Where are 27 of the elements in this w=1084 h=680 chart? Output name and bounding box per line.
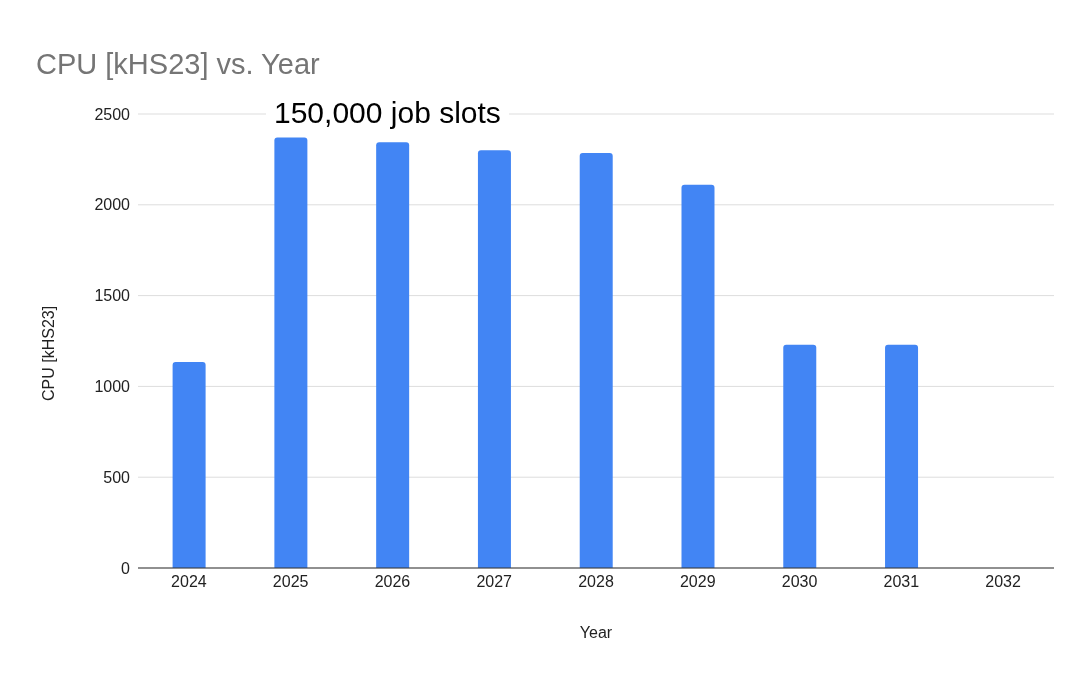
- y-tick-label: 2000: [94, 196, 131, 214]
- x-tick-label: 2028: [578, 573, 614, 591]
- y-tick-label: 1500: [94, 287, 131, 305]
- chart-title: CPU [kHS23] vs. Year: [36, 48, 320, 81]
- x-tick-label: 2029: [679, 573, 716, 591]
- bar: [579, 153, 613, 568]
- bar: [783, 344, 817, 568]
- bar: [274, 137, 308, 568]
- y-tick-label: 1000: [94, 378, 131, 396]
- x-tick-label: 2030: [781, 573, 818, 591]
- bar: [477, 150, 511, 568]
- bar: [172, 361, 206, 568]
- y-axis-title: CPU [kHS23]: [39, 305, 57, 401]
- y-tick-label: 2500: [94, 105, 131, 123]
- x-tick-label: 2027: [476, 573, 513, 591]
- x-tick-label: 2032: [985, 573, 1022, 591]
- bar: [376, 142, 410, 568]
- bar: [885, 344, 919, 568]
- x-tick-label: 2024: [171, 573, 207, 591]
- y-tick-label: 500: [103, 468, 131, 486]
- y-tick-label: 0: [121, 559, 131, 577]
- x-tick-label: 2031: [883, 573, 920, 591]
- x-tick-label: 2026: [374, 573, 411, 591]
- annotation: 150,000 job slots: [266, 96, 509, 130]
- bar: [681, 184, 715, 568]
- x-axis-title: Year: [579, 624, 613, 641]
- x-tick-label: 2025: [272, 573, 309, 591]
